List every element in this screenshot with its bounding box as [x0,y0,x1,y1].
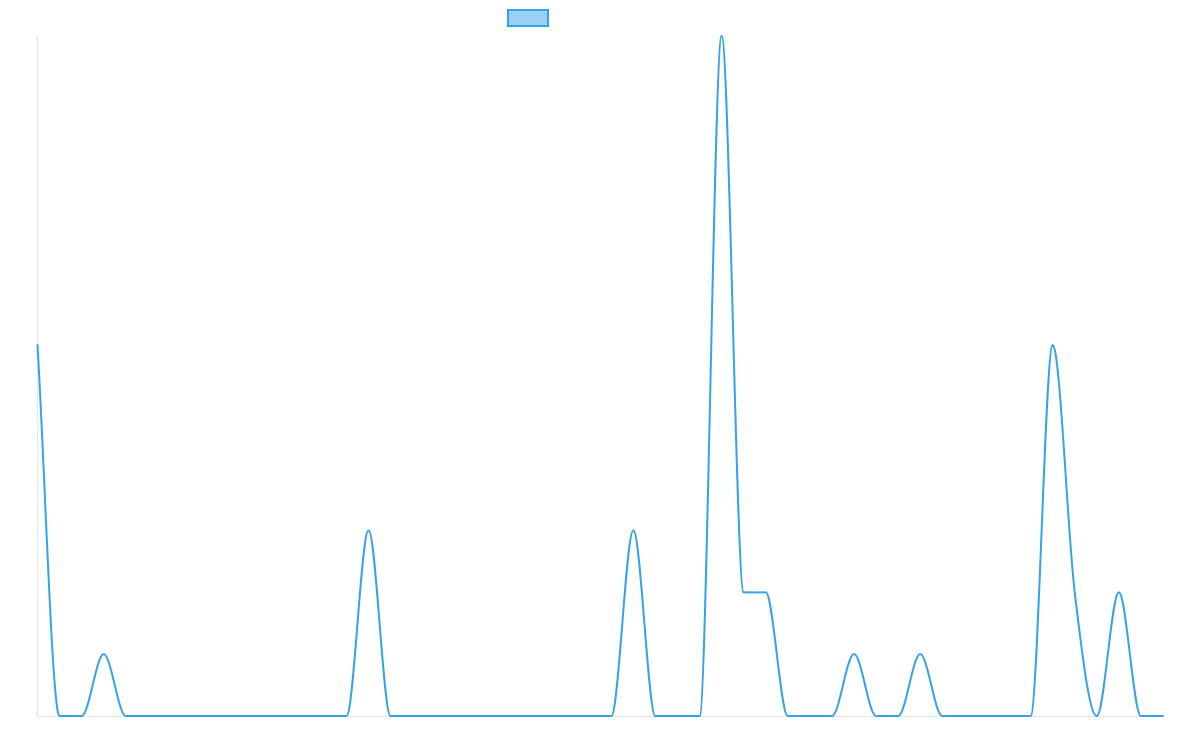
data-point[interactable] [762,588,770,596]
data-point[interactable] [718,32,726,40]
data-point[interactable] [1049,341,1057,349]
data-point[interactable] [320,712,328,720]
data-point[interactable] [519,712,527,720]
data-point[interactable] [1093,712,1101,720]
data-point[interactable] [210,712,218,720]
data-points [34,32,1168,720]
legend-swatch[interactable] [507,9,549,27]
data-point[interactable] [629,527,637,535]
data-point[interactable] [828,712,836,720]
data-point[interactable] [232,712,240,720]
data-point[interactable] [1071,588,1079,596]
data-point[interactable] [696,712,704,720]
data-point[interactable] [806,712,814,720]
data-point[interactable] [894,712,902,720]
data-point[interactable] [607,712,615,720]
data-point[interactable] [34,341,42,349]
data-point[interactable] [188,712,196,720]
data-point[interactable] [56,712,64,720]
data-point[interactable] [298,712,306,720]
data-point[interactable] [541,712,549,720]
data-point[interactable] [453,712,461,720]
data-point[interactable] [100,650,108,658]
series-line [36,35,1164,717]
data-point[interactable] [122,712,130,720]
legend[interactable] [507,9,549,27]
series-layer [36,35,1164,717]
data-point[interactable] [342,712,350,720]
data-point[interactable] [850,650,858,658]
data-point[interactable] [1137,712,1145,720]
data-point[interactable] [784,712,792,720]
data-point[interactable] [651,712,659,720]
data-point[interactable] [1005,712,1013,720]
data-point[interactable] [1115,588,1123,596]
data-point[interactable] [563,712,571,720]
data-point[interactable] [475,712,483,720]
data-point[interactable] [387,712,395,720]
data-point[interactable] [144,712,152,720]
data-point[interactable] [166,712,174,720]
data-point[interactable] [78,712,86,720]
data-point[interactable] [872,712,880,720]
data-point[interactable] [585,712,593,720]
data-point[interactable] [254,712,262,720]
data-point[interactable] [365,527,373,535]
data-point[interactable] [982,712,990,720]
data-point[interactable] [1027,712,1035,720]
data-point[interactable] [938,712,946,720]
data-point[interactable] [276,712,284,720]
data-point[interactable] [916,650,924,658]
data-point[interactable] [497,712,505,720]
data-point[interactable] [740,588,748,596]
data-point[interactable] [431,712,439,720]
data-point[interactable] [1159,712,1167,720]
data-point[interactable] [409,712,417,720]
data-point[interactable] [673,712,681,720]
data-point[interactable] [960,712,968,720]
